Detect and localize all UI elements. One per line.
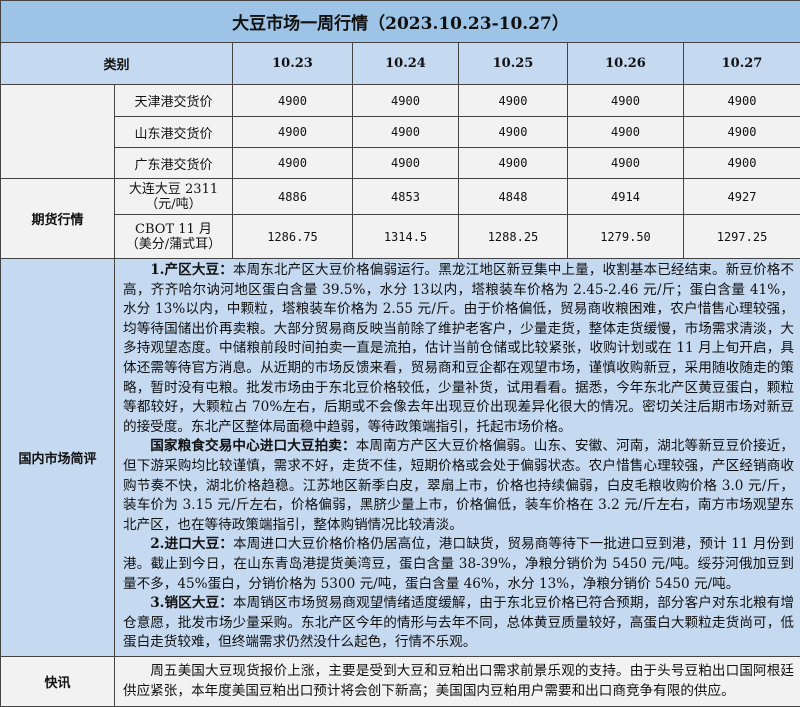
table-row: 山东港交货价 4900 4900 4900 4900 4900	[1, 117, 800, 148]
cell: 4900	[233, 148, 353, 179]
cell: 4927	[684, 179, 800, 215]
news-text: 周五美国大豆现货报价上涨，主要是受到大豆和豆粕出口需求前景乐观的支持。由于头号豆…	[115, 657, 800, 707]
paragraph: 2.进口大豆：本周进口大豆价格价格仍居高位，港口缺货，贸易商等待下一批进口豆到港…	[123, 535, 794, 594]
paragraph-heading: 1.产区大豆：	[150, 262, 233, 278]
cell: 4900	[459, 117, 568, 148]
cell: 4914	[568, 179, 684, 215]
paragraph: 3.销区大豆：本周销区市场贸易商观望情绪适度缓解，由于东北豆价格已符合预期，部分…	[123, 594, 794, 653]
header-date: 10.23	[233, 43, 353, 85]
cell: 4900	[353, 117, 459, 148]
row-label: 山东港交货价	[115, 117, 233, 148]
cell: 1279.50	[568, 215, 684, 259]
paragraph-heading: 国家粮食交易中心进口大豆拍卖：	[150, 438, 356, 454]
cell: 4886	[233, 179, 353, 215]
paragraph-heading: 3.销区大豆：	[150, 595, 233, 611]
domestic-commentary: 1.产区大豆：本周东北产区大豆价格偏弱运行。黑龙江地区新豆集中上量，收割基本已经…	[115, 259, 800, 657]
cell: 4853	[353, 179, 459, 215]
header-date: 10.25	[459, 43, 568, 85]
cell: 4900	[684, 148, 800, 179]
cell: 4900	[353, 148, 459, 179]
paragraph-heading: 2.进口大豆：	[150, 536, 233, 552]
cell: 1314.5	[353, 215, 459, 259]
header-date: 10.24	[353, 43, 459, 85]
cell: 4900	[684, 85, 800, 117]
cell: 4900	[684, 117, 800, 148]
cell: 4900	[459, 85, 568, 117]
cell: 1288.25	[459, 215, 568, 259]
paragraph-body: 周五美国大豆现货报价上涨，主要是受到大豆和豆粕出口需求前景乐观的支持。由于头号豆…	[123, 662, 794, 701]
cell: 4900	[233, 85, 353, 117]
header-date: 10.26	[568, 43, 684, 85]
paragraph-body: 本周东北产区大豆价格偏弱运行。黑龙江地区新豆集中上量，收割基本已经结束。新豆价格…	[123, 262, 794, 435]
cell: 1286.75	[233, 215, 353, 259]
cell: 4900	[233, 117, 353, 148]
cell: 1297.25	[684, 215, 800, 259]
paragraph: 国家粮食交易中心进口大豆拍卖：本周南方产区大豆价格偏弱。山东、安徽、河南，湖北等…	[123, 437, 794, 535]
header-category: 类别	[1, 43, 233, 85]
cell: 4900	[459, 148, 568, 179]
paragraph: 1.产区大豆：本周东北产区大豆价格偏弱运行。黑龙江地区新豆集中上量，收割基本已经…	[123, 261, 794, 437]
table-row: 期货行情 大连大豆 2311（元/吨） 4886 4853 4848 4914 …	[1, 179, 800, 215]
page-title: 大豆市场一周行情（2023.10.23-10.27）	[1, 1, 800, 43]
domestic-label: 国内市场简评	[1, 259, 115, 657]
row-label: 天津港交货价	[115, 85, 233, 117]
cell: 4900	[568, 117, 684, 148]
row-label: CBOT 11 月（美分/蒲式耳）	[115, 215, 233, 259]
row-label: 广东港交货价	[115, 148, 233, 179]
table-row: 天津港交货价 4900 4900 4900 4900 4900	[1, 85, 800, 117]
futures-group-label: 期货行情	[1, 179, 115, 259]
table-row: 广东港交货价 4900 4900 4900 4900 4900	[1, 148, 800, 179]
table-row: CBOT 11 月（美分/蒲式耳） 1286.75 1314.5 1288.25…	[1, 215, 800, 259]
cell: 4900	[568, 85, 684, 117]
row-label: 大连大豆 2311（元/吨）	[115, 179, 233, 215]
header-date: 10.27	[684, 43, 800, 85]
cell: 4900	[568, 148, 684, 179]
cell: 4900	[353, 85, 459, 117]
spot-group-cell	[1, 85, 115, 179]
cell: 4848	[459, 179, 568, 215]
news-label: 快讯	[1, 657, 115, 707]
